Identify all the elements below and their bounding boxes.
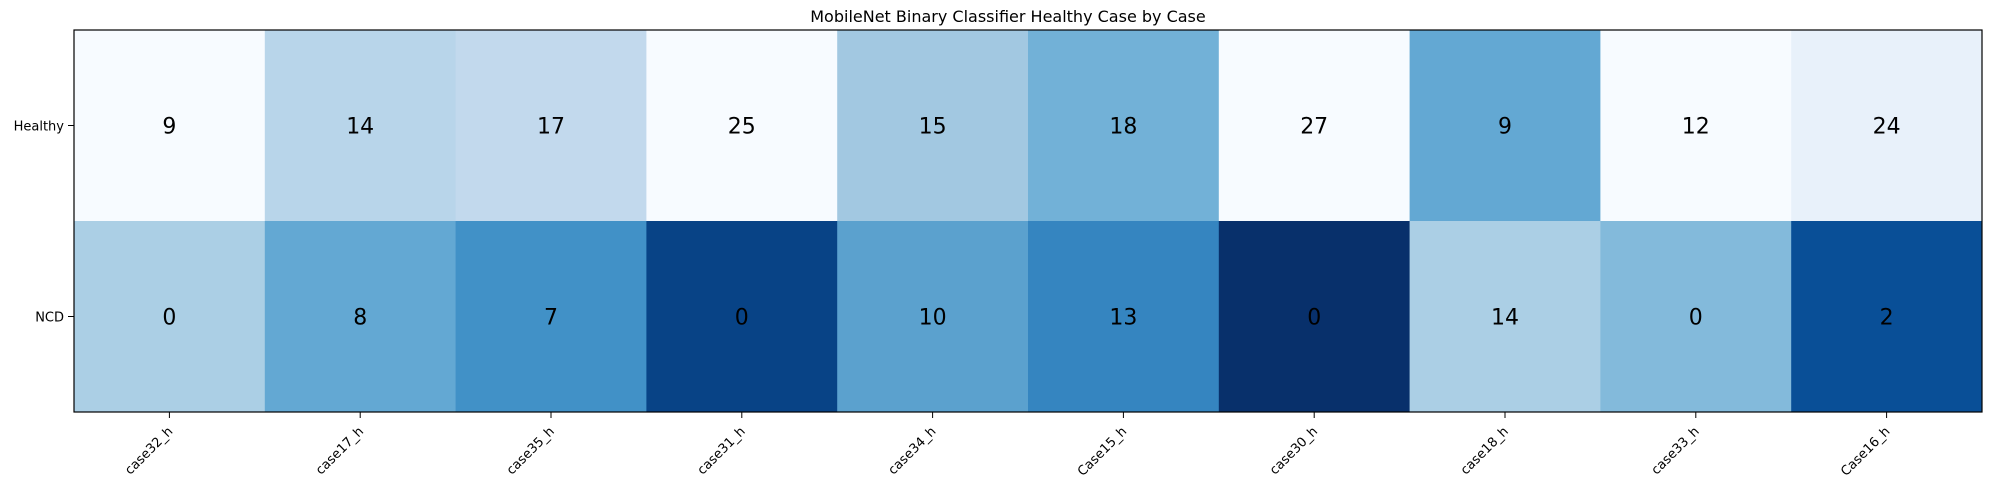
y-tick-label: NCD (35, 311, 64, 326)
cell-value-label: 10 (919, 306, 947, 331)
cell-value-label: 14 (346, 115, 374, 140)
heatmap-cell-healthy-case33-h (1600, 30, 1792, 222)
cell-value-label: 17 (537, 115, 565, 140)
cell-value-label: 14 (1491, 306, 1519, 331)
plot-frame (73, 29, 1983, 413)
heatmap-cell-ncd-case31-h (646, 221, 838, 413)
cell-value-label: 7 (544, 306, 558, 331)
cell-value-label: 0 (735, 306, 749, 331)
cell-value-label: 18 (1109, 115, 1137, 140)
cell-value-label: 0 (162, 306, 176, 331)
x-tick-label: case18_h (1458, 424, 1512, 478)
heatmap-cell-healthy-case35-h (455, 30, 647, 222)
chart-title: MobileNet Binary Classifier Healthy Case… (810, 7, 1205, 26)
x-axis: case32_h case17_h case35_h case31_h case34_h… (122, 412, 1893, 479)
heatmap-cell-healthy-case31-h (646, 30, 838, 222)
cell-value-label: 13 (1109, 306, 1137, 331)
heatmap-cell-ncd-case17-h (264, 221, 457, 413)
y-tick-label: Healthy (14, 120, 65, 135)
heatmap-cell-healthy-case18-h (1409, 30, 1601, 222)
cell-value-label: 9 (1498, 115, 1512, 140)
heatmap-cell-ncd-case34-h (837, 221, 1029, 413)
heatmap-cell-ncd-case35-h (455, 221, 647, 413)
heatmap-cell-healthy-case32-h (74, 30, 266, 222)
heatmap-cell-healthy-case17-h (264, 30, 457, 222)
cell-value-label: 0 (1689, 306, 1703, 331)
cell-value-label: 12 (1682, 115, 1710, 140)
cell-value-label: 27 (1300, 115, 1328, 140)
cell-value-label: 9 (162, 115, 176, 140)
heatmap-cell-ncd-case18-h (1409, 221, 1601, 413)
heatmap-cell-ncd-case16-h (1791, 221, 1983, 413)
cell-value-label: 0 (1307, 306, 1321, 331)
x-tick-label: case17_h (313, 424, 367, 478)
x-tick-label: case33_h (1649, 424, 1703, 478)
x-tick-label: case34_h (886, 424, 940, 478)
heatmap-annotations: 9 14 17 25 15 18 27 9 12 24 0 8 7 0 10 13 0 14 0 2 (162, 115, 1900, 331)
heatmap-cells (74, 30, 1983, 413)
heatmap-cell-ncd-case32-h (74, 221, 266, 413)
cell-value-label: 24 (1873, 115, 1901, 140)
heatmap-cell-healthy-case15-h (1028, 30, 1220, 222)
cell-value-label: 25 (728, 115, 756, 140)
heatmap-cell-ncd-case30-h (1218, 221, 1411, 413)
cell-value-label: 8 (353, 306, 367, 331)
heatmap-cell-healthy-case34-h (837, 30, 1029, 222)
heatmap-cell-ncd-case33-h (1600, 221, 1792, 413)
x-tick-label: Case16_h (1838, 424, 1893, 479)
x-tick-label: case30_h (1267, 424, 1321, 478)
heatmap-cell-healthy-case30-h (1218, 30, 1411, 222)
x-tick-label: case32_h (122, 424, 176, 478)
heatmap-cell-healthy-case16-h (1791, 30, 1983, 222)
heatmap-cell-ncd-case15-h (1028, 221, 1220, 413)
x-tick-label: case35_h (504, 424, 558, 478)
y-axis: Healthy NCD (14, 120, 74, 326)
x-tick-label: Case15_h (1075, 424, 1130, 479)
cell-value-label: 2 (1880, 306, 1894, 331)
cell-value-label: 15 (919, 115, 947, 140)
x-tick-label: case31_h (695, 424, 749, 478)
